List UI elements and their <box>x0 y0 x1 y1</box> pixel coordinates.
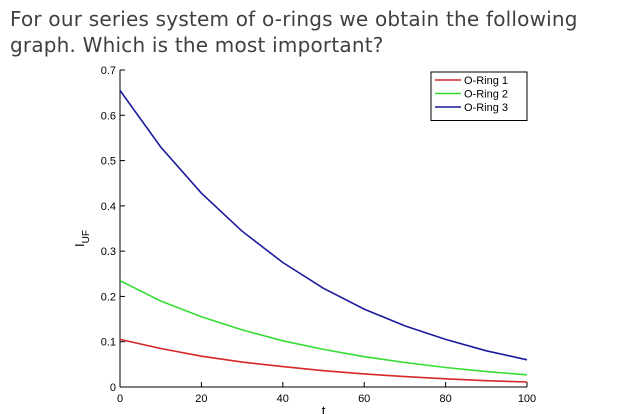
x-tick-label: 40 <box>277 393 289 405</box>
x-tick-label: 60 <box>358 393 370 405</box>
x-axis-label: t <box>322 403 326 414</box>
legend: O-Ring 1 O-Ring 2O-Ring 3 <box>430 71 528 121</box>
series-layer <box>119 89 528 383</box>
series-line-2 <box>119 279 528 376</box>
legend-label: O-Ring 2 <box>464 89 508 101</box>
x-tick-label: 20 <box>195 393 207 405</box>
y-tick-label: 0.2 <box>101 291 116 303</box>
y-tick-label: 0.4 <box>101 201 116 213</box>
series-line-1 <box>119 338 528 383</box>
x-tick-label: 80 <box>439 393 451 405</box>
x-tick-label: 0 <box>117 393 123 405</box>
y-tick-label: 0.6 <box>101 110 116 122</box>
x-tick-label: 100 <box>518 393 536 405</box>
y-tick-label: 0 <box>110 382 116 394</box>
y-tick-label: 0.5 <box>101 156 116 168</box>
y-tick-label: 0.7 <box>101 65 116 77</box>
plot-axes: 0 0.1 0.2 0.3 0.4 0.5 0.6 0.7 0 20 40 60 80 100 t IUF <box>72 65 536 414</box>
legend-label: O-Ring 3 <box>464 102 508 114</box>
legend-label: O-Ring 1 <box>464 75 508 87</box>
y-tick-label: 0.3 <box>101 246 116 258</box>
question-text: For our series system of o-rings we obta… <box>10 7 578 57</box>
y-tick-label: 0.1 <box>101 337 116 349</box>
y-axis-label: IUF <box>72 230 92 247</box>
series-line-3 <box>119 89 528 361</box>
